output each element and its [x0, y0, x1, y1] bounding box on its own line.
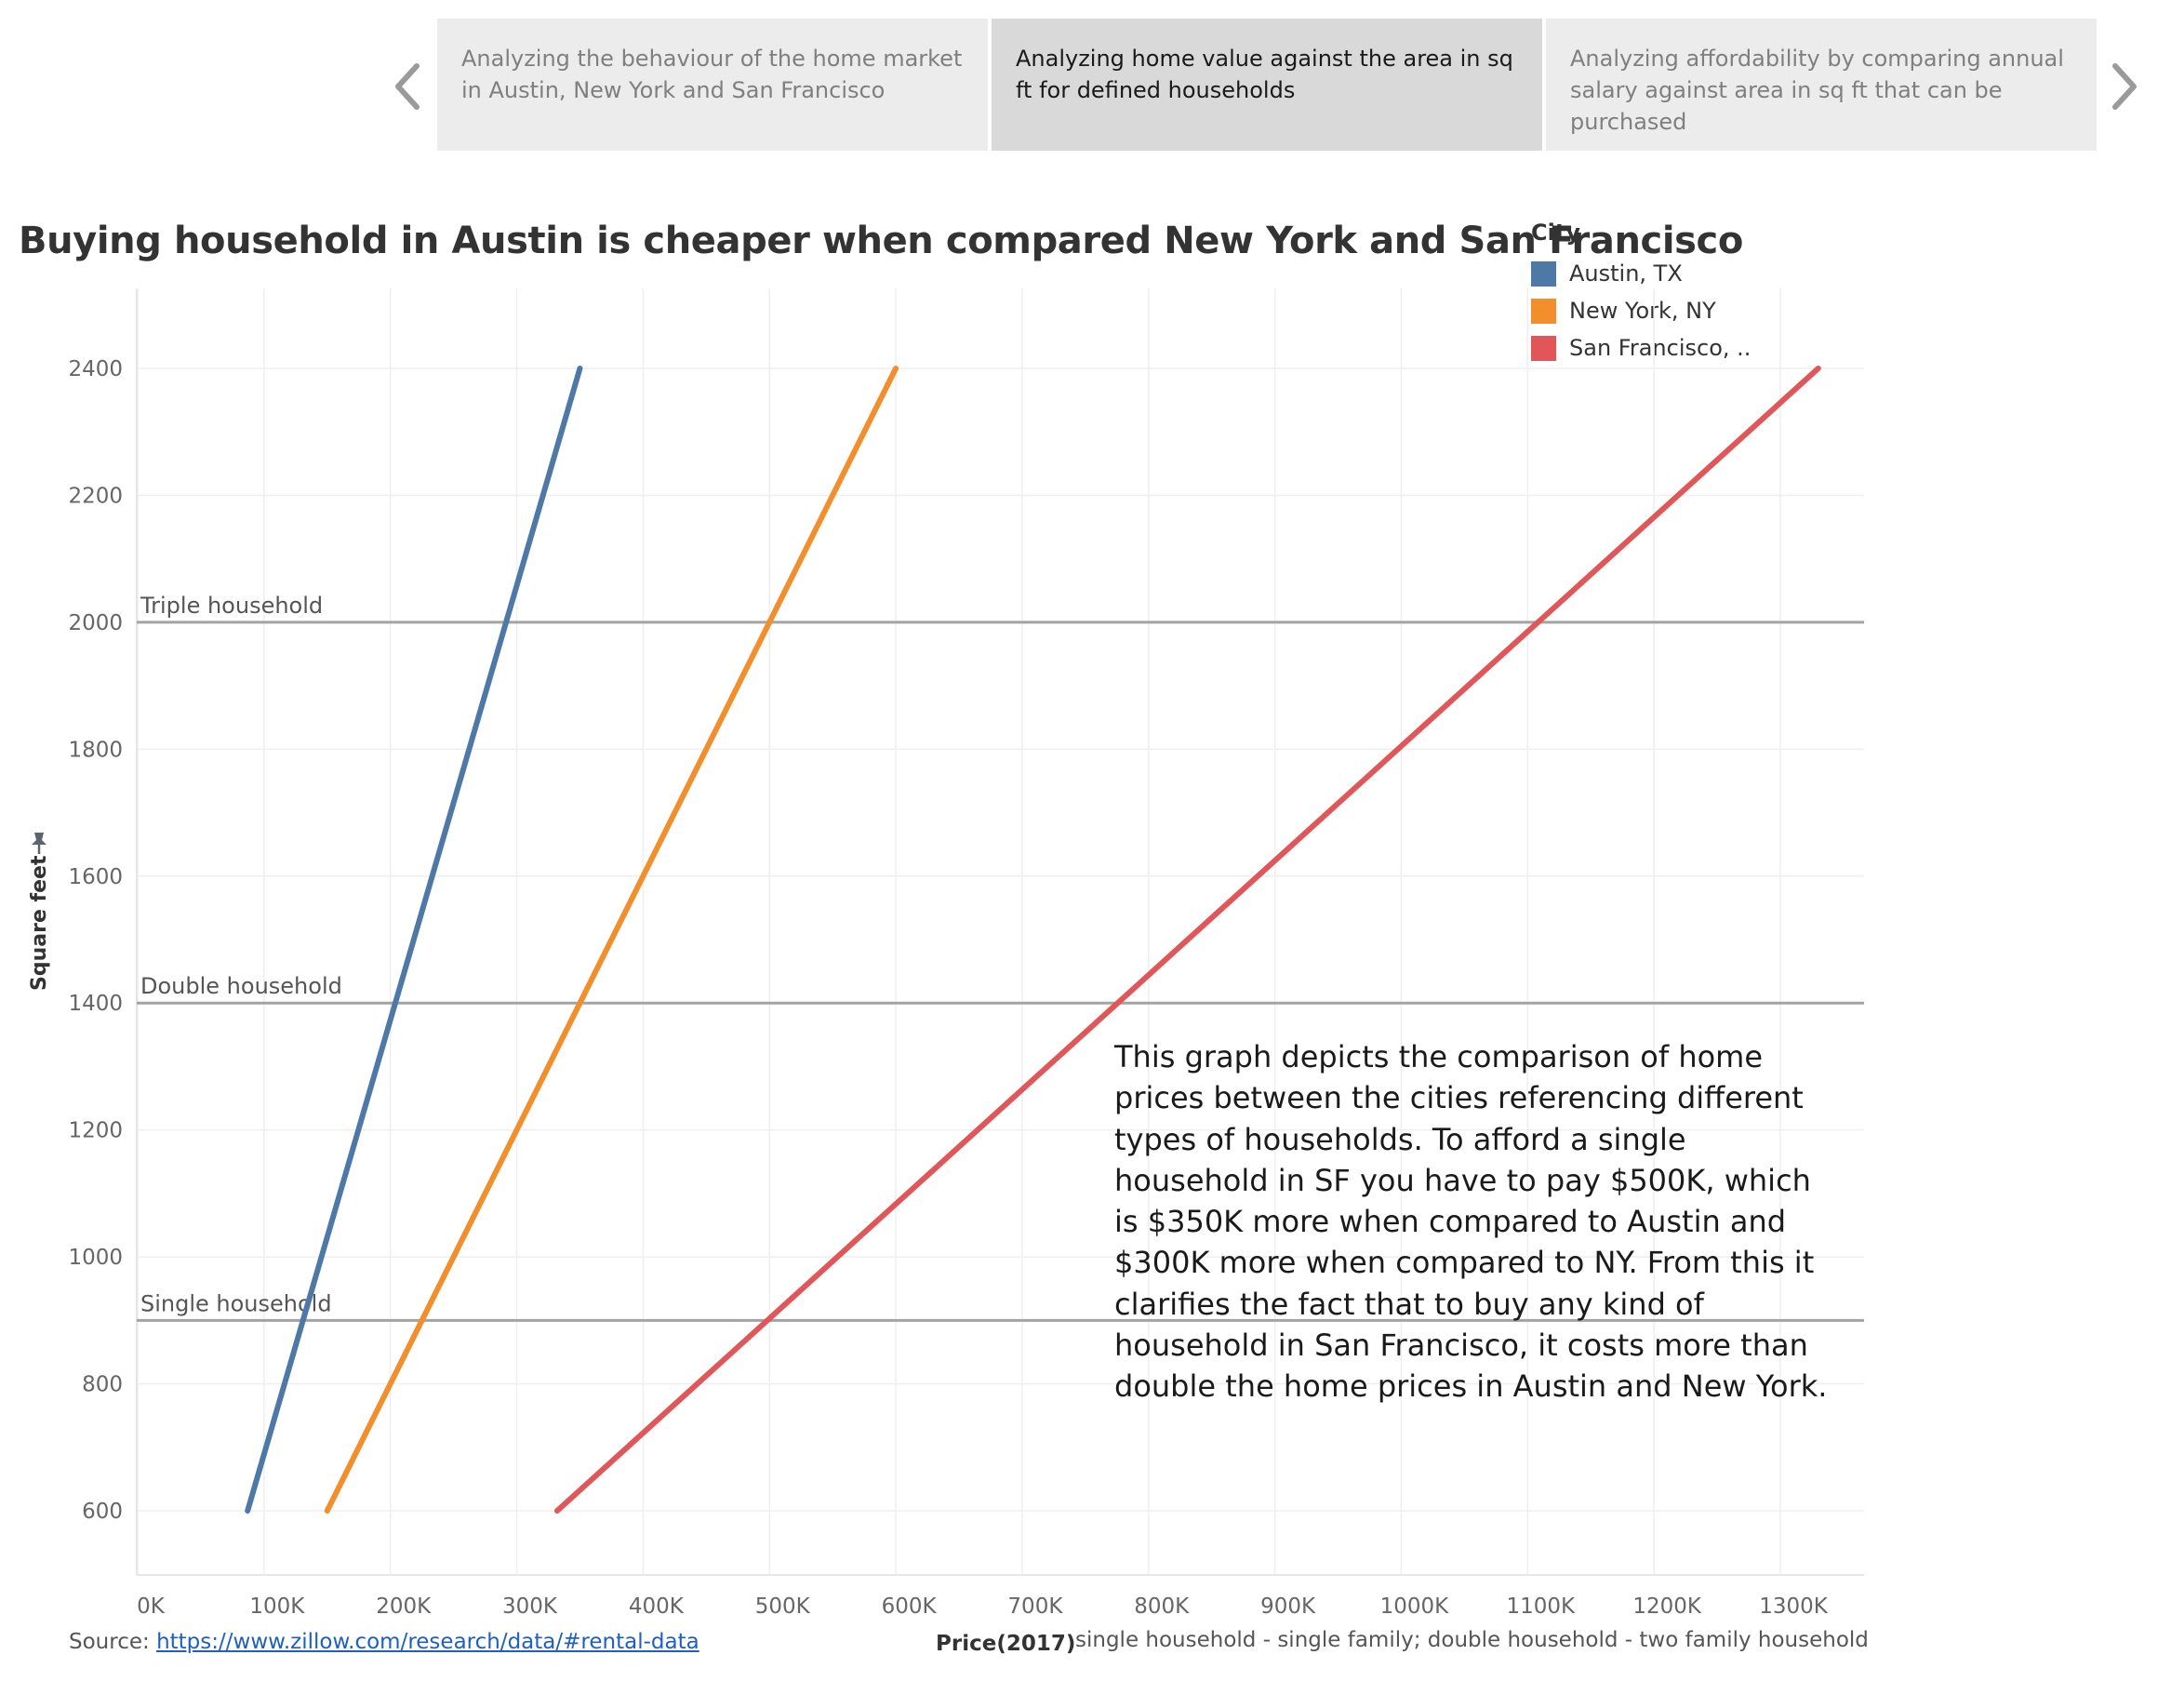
x-tick-label: 200K	[376, 1595, 432, 1619]
x-tick-label: 400K	[629, 1595, 685, 1619]
story-tab-label: Analyzing home value against the area in…	[1016, 46, 1513, 103]
legend-item-san-francisco[interactable]: San Francisco, ..	[1531, 329, 1751, 367]
source-note: Source: https://www.zillow.com/research/…	[69, 1630, 699, 1654]
y-tick-label: 1000	[68, 1246, 123, 1270]
x-tick-label: 1000K	[1380, 1595, 1450, 1619]
x-tick-label: 0K	[137, 1595, 166, 1619]
x-axis-title: Price(2017)	[936, 1632, 1076, 1656]
x-tick-label: 500K	[755, 1595, 811, 1619]
chevron-left-icon	[395, 63, 420, 110]
legend-swatch	[1531, 298, 1556, 324]
story-prev-button[interactable]	[383, 54, 430, 119]
source-link[interactable]: https://www.zillow.com/research/data/#re…	[156, 1630, 699, 1654]
y-tick-label: 2400	[68, 357, 123, 381]
legend-item-austin[interactable]: Austin, TX	[1531, 255, 1751, 292]
x-tick-label: 300K	[502, 1595, 558, 1619]
legend-label: Austin, TX	[1569, 260, 1683, 287]
city-legend: City Austin, TX New York, NY San Francis…	[1531, 220, 1751, 367]
x-tick-label: 600K	[882, 1595, 938, 1619]
story-tab-home-value[interactable]: Analyzing home value against the area in…	[992, 19, 1542, 151]
y-axis-title: Square feet	[28, 855, 51, 991]
reference-line-label: Double household	[140, 973, 342, 999]
story-next-button[interactable]	[2102, 54, 2149, 119]
source-prefix: Source:	[69, 1630, 157, 1654]
story-navigator: Analyzing the behaviour of the home mark…	[437, 19, 2097, 151]
story-tab-affordability[interactable]: Analyzing affordability by comparing ann…	[1546, 19, 2097, 151]
story-tab-label: Analyzing affordability by comparing ann…	[1570, 46, 2064, 135]
chart-title: Buying household in Austin is cheaper wh…	[19, 220, 1743, 262]
legend-label: San Francisco, ..	[1569, 335, 1751, 361]
pin-icon[interactable]	[26, 830, 52, 856]
x-tick-label: 800K	[1134, 1595, 1190, 1619]
legend-title: City	[1531, 220, 1580, 246]
y-tick-label: 1400	[68, 992, 123, 1016]
y-tick-label: 600	[82, 1500, 123, 1524]
legend-item-new-york[interactable]: New York, NY	[1531, 292, 1751, 329]
x-tick-label: 1300K	[1759, 1595, 1829, 1619]
y-tick-label: 2200	[68, 484, 123, 508]
x-axis-note: single household - single family; double…	[1075, 1628, 1869, 1652]
chart-annotation: This graph depicts the comparison of hom…	[1114, 1039, 1828, 1405]
legend-swatch	[1531, 335, 1556, 361]
series-line	[245, 366, 583, 1514]
x-tick-label: 100K	[249, 1595, 305, 1619]
chevron-right-icon	[2112, 63, 2137, 110]
y-tick-label: 800	[82, 1373, 123, 1397]
y-tick-label: 1600	[68, 865, 123, 889]
series-line	[554, 366, 1821, 1514]
x-tick-label: 1100K	[1506, 1595, 1576, 1619]
x-tick-label: 700K	[1007, 1595, 1063, 1619]
series-line	[324, 366, 899, 1514]
y-tick-label: 1200	[68, 1119, 123, 1143]
story-tab-home-market[interactable]: Analyzing the behaviour of the home mark…	[437, 19, 988, 151]
legend-swatch	[1531, 260, 1556, 287]
y-tick-label: 2000	[68, 611, 123, 635]
y-tick-label: 1800	[68, 738, 123, 762]
legend-label: New York, NY	[1569, 298, 1716, 324]
x-tick-label: 900K	[1260, 1595, 1316, 1619]
x-tick-label: 1200K	[1632, 1595, 1702, 1619]
reference-line-label: Single household	[140, 1290, 332, 1316]
reference-line-label: Triple household	[140, 593, 323, 619]
story-tab-label: Analyzing the behaviour of the home mark…	[461, 46, 963, 103]
